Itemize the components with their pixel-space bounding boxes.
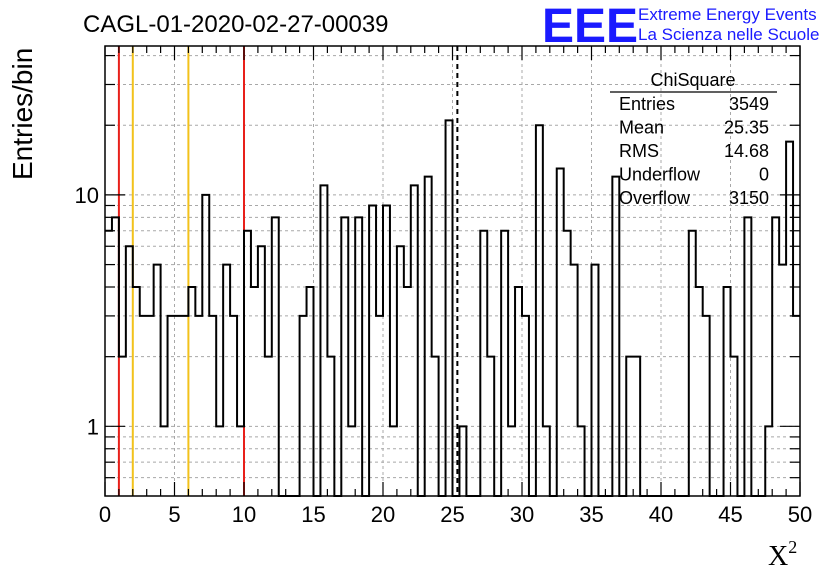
x-tick-labels: 0 5 10 15 20 25 30 35 40 45 50	[99, 502, 812, 527]
y-tick-label: 1	[87, 414, 99, 439]
x-tick-label: 25	[440, 502, 464, 527]
stats-label: Underflow	[619, 165, 701, 185]
logo-mark: EEE	[542, 0, 638, 53]
stats-label: Overflow	[619, 188, 691, 208]
x-tick-label: 45	[718, 502, 742, 527]
stats-label: Entries	[619, 94, 675, 114]
stats-value: 0	[759, 165, 769, 185]
stats-title: ChiSquare	[650, 70, 735, 90]
stats-value: 25.35	[724, 118, 769, 138]
x-axis-label: X2	[768, 537, 797, 572]
x-tick-label: 40	[649, 502, 673, 527]
x-tick-label: 0	[99, 502, 111, 527]
x-axis-label-base: X	[768, 541, 788, 572]
x-tick-label: 50	[788, 502, 812, 527]
stats-value: 14.68	[724, 141, 769, 161]
x-tick-label: 10	[232, 502, 256, 527]
y-axis-label: Entries/bin	[7, 48, 38, 180]
stats-value: 3150	[729, 188, 769, 208]
grid-lines	[105, 46, 800, 496]
stats-value: 3549	[729, 94, 769, 114]
stats-label: Mean	[619, 118, 664, 138]
x-tick-label: 30	[510, 502, 534, 527]
stats-box: ChiSquare Entries 3549 Mean 25.35 RMS 14.68 Un…	[610, 70, 777, 208]
axis-ticks	[104, 46, 801, 496]
x-tick-label: 20	[371, 502, 395, 527]
reference-lines	[117, 46, 459, 496]
chart-title: CAGL-01-2020-02-27-00039	[83, 11, 389, 38]
y-tick-labels: 1 10	[75, 183, 99, 439]
logo-line1: Extreme Energy Events	[638, 5, 817, 24]
y-tick-label: 10	[75, 183, 99, 208]
stats-label: RMS	[619, 141, 659, 161]
x-tick-label: 35	[579, 502, 603, 527]
x-axis-label-sup: 2	[788, 537, 797, 557]
eee-logo: EEE Extreme Energy Events La Scienza nel…	[542, 0, 819, 53]
logo-line2: La Scienza nelle Scuole	[638, 25, 819, 44]
x-tick-label: 15	[301, 502, 325, 527]
x-tick-label: 5	[168, 502, 180, 527]
